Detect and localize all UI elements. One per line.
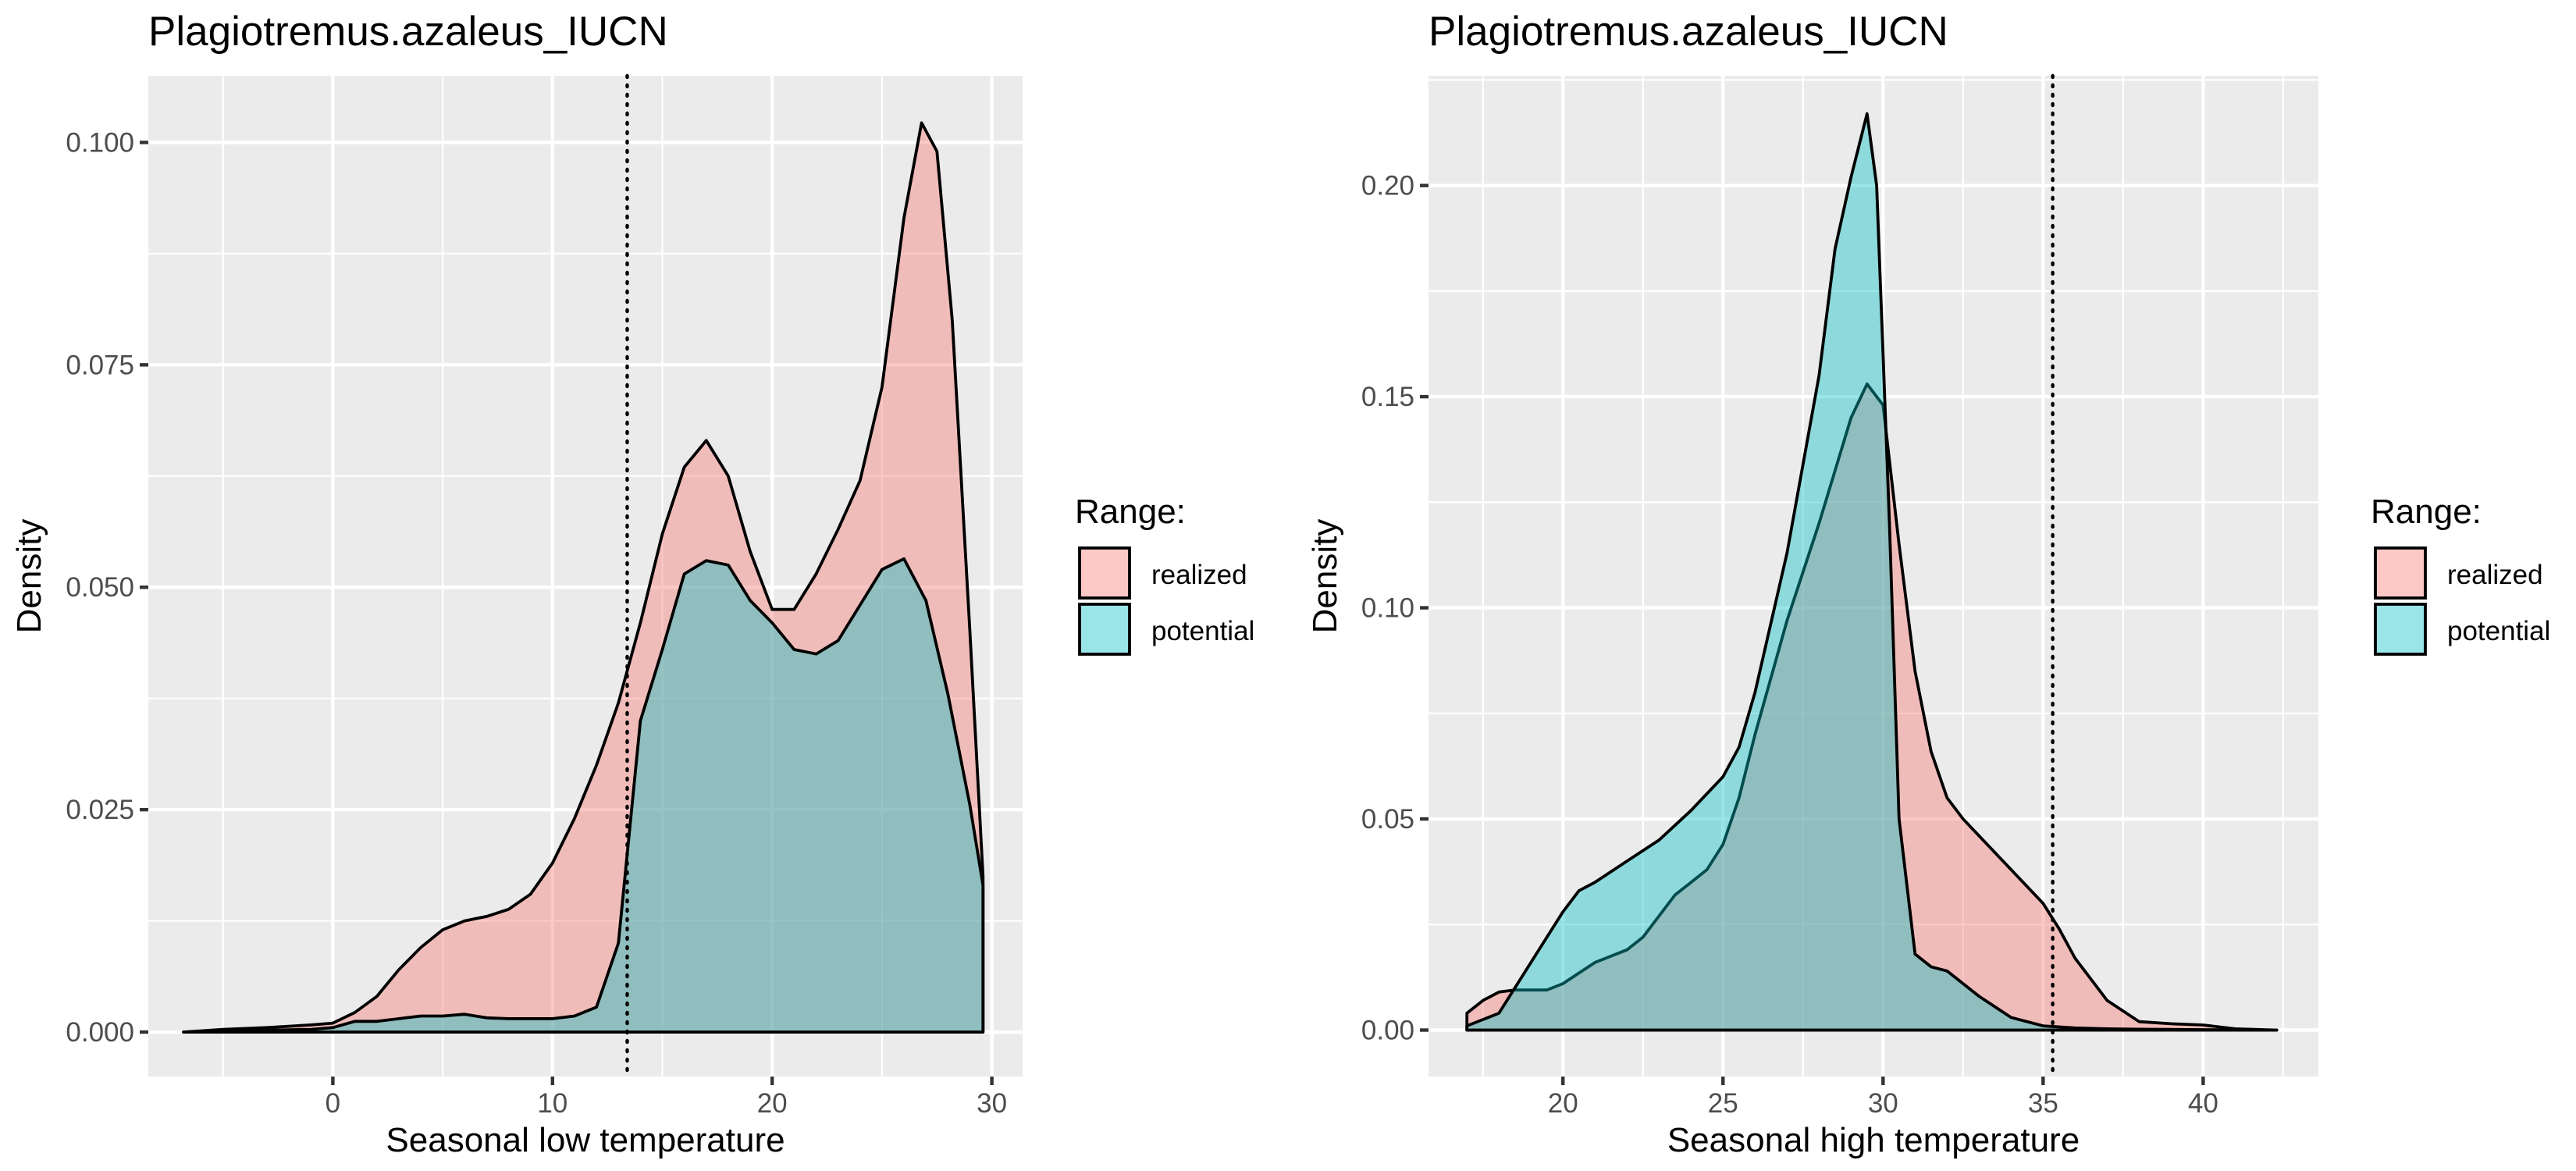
legend-label-realized: realized xyxy=(1151,560,1247,590)
plot-panel xyxy=(1429,76,2318,1077)
x-axis-title: Seasonal low temperature xyxy=(386,1121,785,1159)
x-tick-label: 25 xyxy=(1708,1088,1738,1119)
density-area-realized xyxy=(182,121,985,1034)
chart-title: Plagiotremus.azaleus_IUCN xyxy=(1429,9,1948,55)
gridlines xyxy=(1429,76,2318,1077)
axis-ticks: 0 10 20 30 0.000 0.025 0.050 0.075 0.100 xyxy=(66,127,1007,1119)
y-tick-label: 0.100 xyxy=(66,127,134,158)
y-tick-label: 0.15 xyxy=(1361,382,1414,412)
y-tick-label: 0.10 xyxy=(1361,593,1414,624)
legend-key-realized xyxy=(1078,546,1131,600)
y-tick-label: 0.000 xyxy=(66,1017,134,1048)
legend-label-potential: potential xyxy=(2447,616,2550,646)
chart-left: Plagiotremus.azaleus_IUCN 0 10 20 30 0.000 0.… xyxy=(10,9,1254,1159)
x-axis-title: Seasonal high temperature xyxy=(1667,1121,2080,1159)
x-tick-label: 0 xyxy=(326,1088,340,1119)
x-tick-label: 20 xyxy=(757,1088,788,1119)
legend-key-potential xyxy=(2374,603,2427,656)
legend-key-potential xyxy=(1078,603,1131,656)
legend-label-potential: potential xyxy=(1151,616,1254,646)
x-tick-label: 40 xyxy=(2188,1088,2218,1119)
density-area-realized xyxy=(1465,382,2279,1032)
y-axis-title: Density xyxy=(1306,519,1344,634)
x-tick-label: 30 xyxy=(1868,1088,1898,1119)
y-tick-label: 0.05 xyxy=(1361,804,1414,835)
legend: Range: realized potential xyxy=(2371,493,2550,656)
legend-label-realized: realized xyxy=(2447,560,2543,590)
density-areas xyxy=(182,73,985,1079)
legend: Range: realized potential xyxy=(1075,493,1254,656)
chart-right: Plagiotremus.azaleus_IUCN 20 25 30 35 40 0.00… xyxy=(1306,9,2550,1159)
density-areas xyxy=(1465,73,2279,1079)
legend-title: Range: xyxy=(2371,493,2482,531)
legend-title: Range: xyxy=(1075,493,1186,531)
x-tick-label: 10 xyxy=(537,1088,568,1119)
y-tick-label: 0.025 xyxy=(66,795,134,825)
y-tick-label: 0.20 xyxy=(1361,171,1414,201)
axis-ticks: 20 25 30 35 40 0.00 0.05 0.10 0.15 0.20 xyxy=(1361,171,2218,1119)
x-tick-label: 30 xyxy=(977,1088,1007,1119)
density-area-potential xyxy=(182,557,985,1034)
legend-key-realized xyxy=(2374,546,2427,600)
y-tick-label: 0.00 xyxy=(1361,1015,1414,1045)
density-area-potential xyxy=(1465,112,2279,1032)
y-axis-title: Density xyxy=(10,519,48,634)
y-tick-label: 0.075 xyxy=(66,350,134,380)
x-tick-label: 35 xyxy=(2028,1088,2058,1119)
y-tick-label: 0.050 xyxy=(66,572,134,603)
chart-title: Plagiotremus.azaleus_IUCN xyxy=(148,9,668,55)
x-tick-label: 20 xyxy=(1548,1088,1578,1119)
